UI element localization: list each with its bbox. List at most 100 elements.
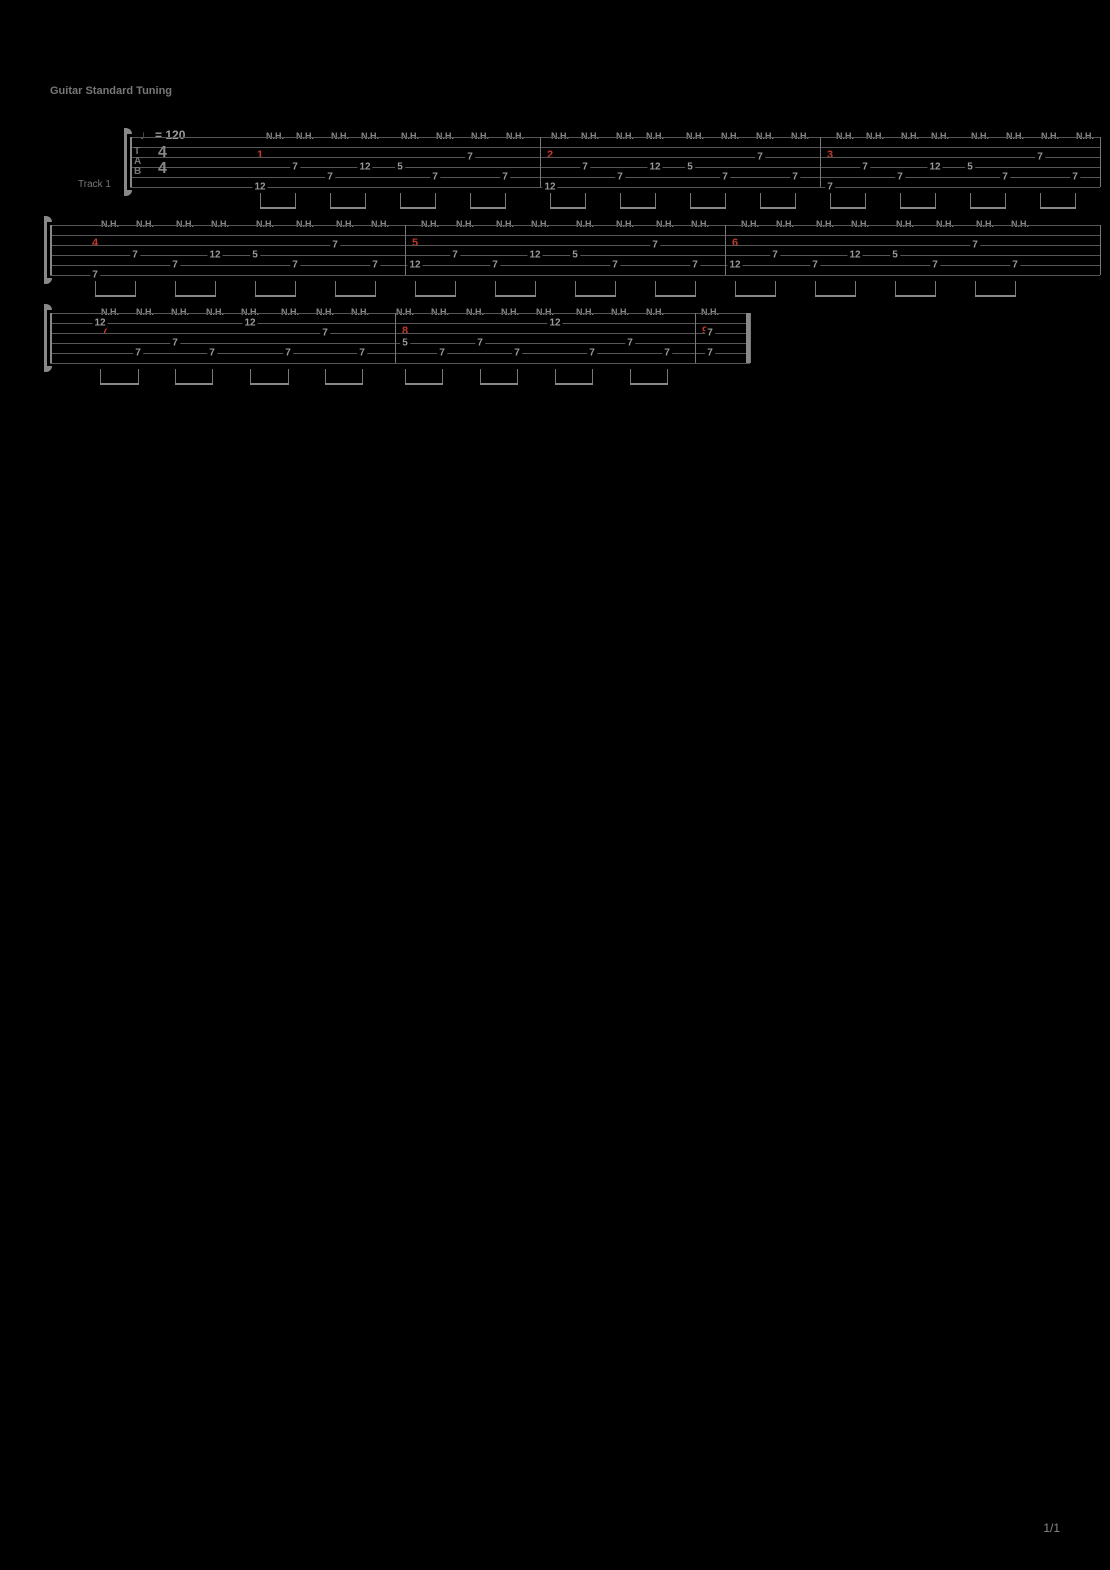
tab-staff: 127771277757771277777 xyxy=(50,313,750,363)
barline xyxy=(130,137,132,187)
note-stem xyxy=(550,193,551,207)
note-stem xyxy=(335,281,336,295)
beam xyxy=(550,207,586,209)
note-stem xyxy=(900,193,901,207)
note-stem xyxy=(362,369,363,383)
staff-line xyxy=(50,235,1100,236)
fret-number: 7 xyxy=(90,270,100,281)
barline xyxy=(725,225,726,275)
fret-number: 7 xyxy=(580,162,590,173)
fret-number: 12 xyxy=(647,162,662,173)
note-stem xyxy=(470,193,471,207)
beam xyxy=(1040,207,1076,209)
note-stem xyxy=(415,281,416,295)
beam xyxy=(175,295,216,297)
tab-system: N.H.N.H.N.H.N.H.N.H.N.H.N.H.N.H.N.H.N.H.… xyxy=(130,137,1100,187)
note-stem xyxy=(175,281,176,295)
note-stem xyxy=(250,369,251,383)
note-stem xyxy=(1005,193,1006,207)
note-stem xyxy=(100,369,101,383)
beam xyxy=(760,207,796,209)
note-stem xyxy=(215,281,216,295)
fret-number: 7 xyxy=(1070,172,1080,183)
note-stem xyxy=(690,193,691,207)
note-stem xyxy=(435,193,436,207)
fret-number: 7 xyxy=(475,338,485,349)
barline xyxy=(1100,137,1101,187)
fret-number: 7 xyxy=(755,152,765,163)
staff-line xyxy=(130,167,1100,168)
fret-number: 7 xyxy=(625,338,635,349)
barline xyxy=(50,313,52,363)
beam xyxy=(655,295,696,297)
fret-number: 5 xyxy=(965,162,975,173)
tab-staff: 77712577712771257771277125777 xyxy=(50,225,1100,275)
note-stem xyxy=(592,369,593,383)
fret-number: 5 xyxy=(685,162,695,173)
staff-line xyxy=(50,265,1100,266)
note-stem xyxy=(535,281,536,295)
fret-number: 5 xyxy=(250,250,260,261)
staff-line xyxy=(130,147,1100,148)
system-bracket xyxy=(44,221,47,279)
tab-systems: N.H.N.H.N.H.N.H.N.H.N.H.N.H.N.H.N.H.N.H.… xyxy=(50,137,1060,363)
final-barline xyxy=(746,313,750,363)
beam xyxy=(815,295,856,297)
note-stem xyxy=(480,369,481,383)
staff-line xyxy=(50,353,750,354)
note-stem xyxy=(255,281,256,295)
note-stem xyxy=(175,369,176,383)
beam xyxy=(325,383,363,385)
beam xyxy=(415,295,456,297)
fret-number: 12 xyxy=(927,162,942,173)
fret-number: 12 xyxy=(242,318,257,329)
fret-number: 7 xyxy=(490,260,500,271)
note-stem xyxy=(815,281,816,295)
fret-number: 5 xyxy=(395,162,405,173)
barline xyxy=(540,137,541,187)
note-stem xyxy=(795,193,796,207)
beam xyxy=(975,295,1016,297)
tab-system: N.H.N.H.N.H.N.H.N.H.N.H.N.H.N.H.N.H.N.H.… xyxy=(50,225,1100,275)
beam xyxy=(735,295,776,297)
fret-number: 12 xyxy=(357,162,372,173)
note-stem xyxy=(455,281,456,295)
fret-number: 7 xyxy=(970,240,980,251)
note-stem xyxy=(575,281,576,295)
tuning-label: Guitar Standard Tuning xyxy=(50,85,1060,97)
staff-line xyxy=(130,187,1100,188)
fret-number: 7 xyxy=(1035,152,1045,163)
tab-system: N.H.N.H.N.H.N.H.N.H.N.H.N.H.N.H.N.H.N.H.… xyxy=(50,313,750,363)
note-stem xyxy=(1040,193,1041,207)
fret-number: 7 xyxy=(170,338,180,349)
note-stem xyxy=(865,193,866,207)
note-stem xyxy=(620,193,621,207)
fret-number: 7 xyxy=(1010,260,1020,271)
tab-staff: Track 1TAB441277125777127712577777712577… xyxy=(130,137,1100,187)
fret-number: 7 xyxy=(465,152,475,163)
beam xyxy=(495,295,536,297)
staff-line xyxy=(50,275,1100,276)
fret-number: 7 xyxy=(430,172,440,183)
fret-number: 7 xyxy=(610,260,620,271)
note-stem xyxy=(725,193,726,207)
beam xyxy=(970,207,1006,209)
beam xyxy=(100,383,139,385)
note-stem xyxy=(400,193,401,207)
fret-number: 7 xyxy=(207,348,217,359)
beam xyxy=(900,207,936,209)
fret-number: 7 xyxy=(370,260,380,271)
barline xyxy=(50,225,52,275)
note-stem xyxy=(935,193,936,207)
note-stem xyxy=(667,369,668,383)
beam xyxy=(405,383,443,385)
beam xyxy=(555,383,593,385)
fret-number: 7 xyxy=(437,348,447,359)
barline xyxy=(395,313,396,363)
page-number: 1/1 xyxy=(1043,1521,1060,1535)
note-stem xyxy=(405,369,406,383)
fret-number: 12 xyxy=(252,182,267,193)
fret-number: 7 xyxy=(790,172,800,183)
staff-line xyxy=(50,363,750,364)
fret-number: 7 xyxy=(690,260,700,271)
